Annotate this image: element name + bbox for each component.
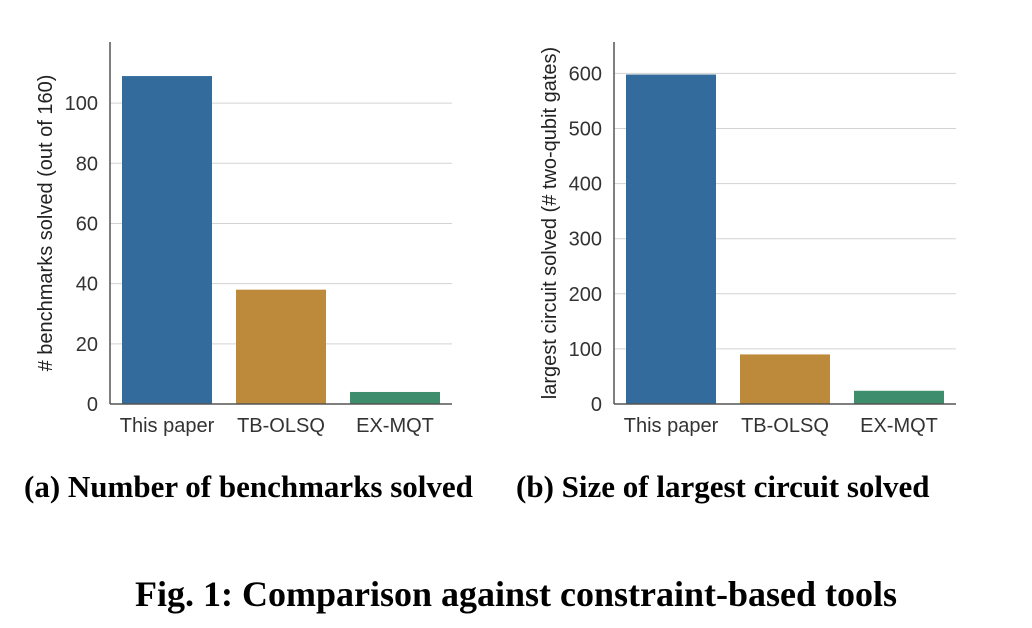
bar-ex-mqt	[854, 390, 944, 404]
y-axis-title: # benchmarks solved (out of 160)	[35, 75, 57, 372]
y-tick-label: 0	[591, 394, 602, 416]
y-tick-label: 0	[87, 394, 98, 416]
x-tick-label: This paper	[624, 415, 719, 437]
figure-caption: Fig. 1: Comparison against constraint-ba…	[134, 574, 898, 614]
bar-this-paper	[626, 74, 716, 405]
y-tick-label: 600	[569, 63, 602, 85]
y-tick-label: 200	[569, 284, 602, 306]
x-tick-label: EX-MQT	[860, 415, 938, 437]
y-axis-title: largest circuit solved (# two-qubit gate…	[539, 47, 561, 399]
y-tick-label: 40	[76, 274, 98, 296]
chart-largest-circuit: 0 100 200 300 400 500 600 This paper TB-OLSQ EX-M…	[539, 42, 956, 437]
y-tick-label: 400	[569, 174, 602, 196]
subcaption-a: (a) Number of benchmarks solved	[24, 469, 473, 504]
y-tick-label: 100	[569, 339, 602, 361]
bar-tb-olsq	[236, 289, 326, 404]
chart-benchmarks-solved: 0 20 40 60 80 100 This paper TB-OLSQ EX-MQT # ben…	[35, 42, 452, 437]
y-tick-label: 20	[76, 334, 98, 356]
y-tick-label: 500	[569, 119, 602, 141]
bar-this-paper	[122, 76, 212, 404]
y-tick-label: 80	[76, 153, 98, 175]
bar-tb-olsq	[740, 354, 830, 404]
y-tick-label: 300	[569, 229, 602, 251]
x-tick-label: This paper	[120, 415, 215, 437]
x-tick-label: TB-OLSQ	[741, 415, 829, 437]
y-tick-label: 100	[65, 93, 98, 115]
x-tick-label: EX-MQT	[356, 415, 434, 437]
bar-ex-mqt	[350, 391, 440, 404]
subcaption-b: (b) Size of largest circuit solved	[516, 469, 930, 504]
y-tick-label: 60	[76, 213, 98, 235]
x-tick-label: TB-OLSQ	[237, 415, 325, 437]
